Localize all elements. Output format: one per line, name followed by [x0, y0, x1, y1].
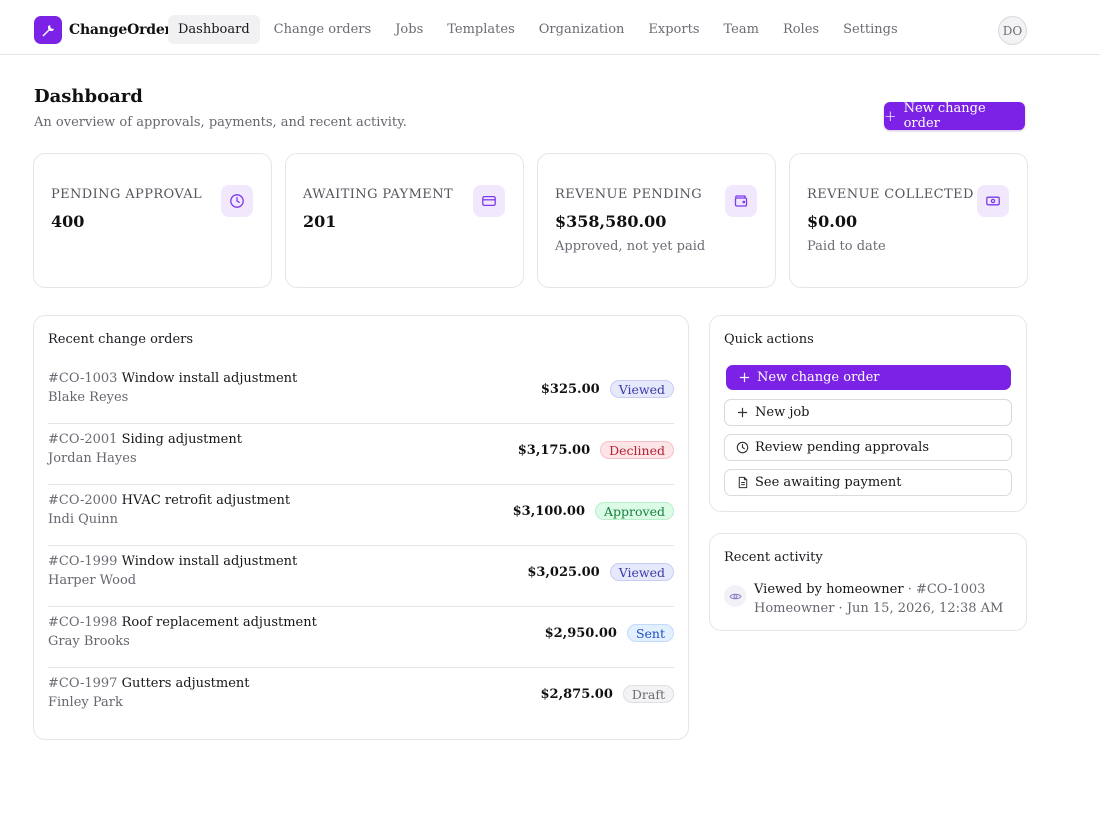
change-order-client: Finley Park: [48, 695, 123, 710]
change-order-amount: $3,100.00: [512, 503, 585, 519]
nav-item-change-orders[interactable]: Change orders: [273, 22, 372, 37]
activity-event: Viewed by homeowner: [754, 582, 904, 597]
quick-action-label: New change order: [757, 370, 880, 385]
status-badge: Approved: [595, 502, 674, 520]
nav-item-jobs[interactable]: Jobs: [395, 22, 424, 37]
plus-icon: [736, 406, 749, 419]
brand-logo[interactable]: ChangeOrder: [34, 16, 172, 44]
eye-icon: [724, 585, 746, 607]
quick-action-label: See awaiting payment: [755, 475, 902, 490]
change-order-client: Jordan Hayes: [48, 451, 137, 466]
stat-card-pending-approval: PENDING APPROVAL 400: [33, 153, 272, 288]
change-order-number: #CO-1998: [48, 615, 118, 630]
banknote-icon: [977, 185, 1009, 217]
stat-value: $358,580.00: [555, 212, 667, 231]
stat-label: AWAITING PAYMENT: [303, 187, 454, 202]
change-order-amount: $325.00: [540, 381, 600, 397]
status-badge: Sent: [626, 624, 674, 642]
change-order-number: #CO-2000: [48, 493, 118, 508]
change-order-number: #CO-1003: [48, 371, 118, 386]
activity-item: Viewed by homeowner · #CO-1003: [754, 582, 986, 597]
recent-change-orders-panel: Recent change orders #CO-1003 Window ins…: [33, 315, 689, 740]
quick-action-review-pending-approvals[interactable]: Review pending approvals: [724, 434, 1012, 461]
change-order-amount: $2,875.00: [540, 686, 613, 702]
clock-icon: [221, 185, 253, 217]
stat-card-revenue-collected: REVENUE COLLECTED $0.00 Paid to date: [789, 153, 1028, 288]
plus-icon: [738, 371, 751, 384]
stat-label: REVENUE COLLECTED: [807, 187, 974, 202]
app-name: ChangeOrder: [69, 22, 172, 38]
quick-actions-panel: Quick actions New change order New job R…: [709, 315, 1027, 512]
page-subtitle: An overview of approvals, payments, and …: [34, 115, 407, 130]
change-order-row[interactable]: #CO-2000 HVAC retrofit adjustment Indi Q…: [48, 485, 674, 546]
change-order-amount: $3,025.00: [527, 564, 600, 580]
change-order-title: Roof replacement adjustment: [121, 615, 317, 630]
status-badge: Declined: [600, 441, 674, 459]
change-order-amount: $2,950.00: [544, 625, 617, 641]
change-order-number: #CO-1999: [48, 554, 118, 569]
top-navigation-bar: ChangeOrder Dashboard Change orders Jobs…: [0, 0, 1100, 55]
activity-reference[interactable]: #CO-1003: [915, 582, 986, 597]
change-order-amount: $3,175.00: [517, 442, 591, 458]
nav-item-team[interactable]: Team: [723, 22, 759, 37]
stat-label: REVENUE PENDING: [555, 187, 703, 202]
status-badge: Viewed: [609, 563, 674, 581]
stat-value: $0.00: [807, 212, 858, 231]
stat-note: Approved, not yet paid: [555, 239, 706, 254]
status-badge: Draft: [622, 685, 674, 703]
change-order-client: Harper Wood: [48, 573, 137, 588]
quick-action-new-job[interactable]: New job: [724, 399, 1012, 426]
change-order-number: #CO-2001: [48, 432, 118, 447]
quick-action-label: New job: [755, 405, 810, 420]
change-order-title: Window install adjustment: [121, 554, 298, 569]
wallet-icon: [725, 185, 757, 217]
activity-meta: Homeowner · Jun 15, 2026, 12:38 AM: [754, 601, 1004, 616]
credit-card-icon: [473, 185, 505, 217]
quick-action-label: Review pending approvals: [755, 440, 929, 455]
change-order-client: Indi Quinn: [48, 512, 119, 527]
change-order-title: Siding adjustment: [121, 432, 242, 447]
stat-label: PENDING APPROVAL: [51, 187, 203, 202]
user-avatar[interactable]: DO: [998, 16, 1027, 45]
change-order-row[interactable]: #CO-2001 Siding adjustment Jordan Hayes …: [48, 424, 674, 485]
change-order-row[interactable]: #CO-1999 Window install adjustment Harpe…: [48, 546, 674, 607]
change-order-row[interactable]: #CO-1997 Gutters adjustment Finley Park …: [48, 668, 674, 729]
stat-value: 400: [51, 212, 85, 231]
change-order-title: Gutters adjustment: [121, 676, 250, 691]
stat-card-awaiting-payment: AWAITING PAYMENT 201: [285, 153, 524, 288]
panel-title: Recent change orders: [48, 332, 194, 347]
nav-item-exports[interactable]: Exports: [648, 22, 700, 37]
wrench-icon: [34, 16, 62, 44]
panel-title: Recent activity: [724, 550, 823, 565]
nav-item-dashboard[interactable]: Dashboard: [168, 15, 260, 44]
nav-item-roles[interactable]: Roles: [782, 22, 820, 37]
change-order-row[interactable]: #CO-1998 Roof replacement adjustment Gra…: [48, 607, 674, 668]
change-order-title: HVAC retrofit adjustment: [121, 493, 291, 508]
change-order-title: Window install adjustment: [121, 371, 298, 386]
change-order-number: #CO-1997: [48, 676, 118, 691]
page-title: Dashboard: [34, 86, 143, 107]
change-order-client: Blake Reyes: [48, 390, 129, 405]
nav-item-settings[interactable]: Settings: [843, 22, 898, 37]
new-change-order-button[interactable]: + New change order: [884, 101, 1025, 131]
stat-note: Paid to date: [807, 239, 886, 254]
stat-card-revenue-pending: REVENUE PENDING $358,580.00 Approved, no…: [537, 153, 776, 288]
new-change-order-label: New change order: [903, 101, 986, 131]
stat-value: 201: [303, 212, 337, 231]
clock-icon: [736, 441, 749, 454]
nav-item-organization[interactable]: Organization: [538, 22, 625, 37]
quick-action-see-awaiting-payment[interactable]: See awaiting payment: [724, 469, 1012, 496]
nav-item-templates[interactable]: Templates: [447, 22, 515, 37]
main-nav: Dashboard Change orders Jobs Templates O…: [168, 15, 912, 44]
change-order-row[interactable]: #CO-1003 Window install adjustment Blake…: [48, 363, 674, 424]
document-icon: [736, 476, 749, 489]
status-badge: Viewed: [609, 380, 674, 398]
quick-action-new-change-order[interactable]: New change order: [726, 365, 1011, 390]
panel-title: Quick actions: [724, 332, 814, 347]
plus-icon: +: [884, 107, 897, 125]
change-order-client: Gray Brooks: [48, 634, 130, 649]
recent-activity-panel: Recent activity Viewed by homeowner · #C…: [709, 533, 1027, 631]
